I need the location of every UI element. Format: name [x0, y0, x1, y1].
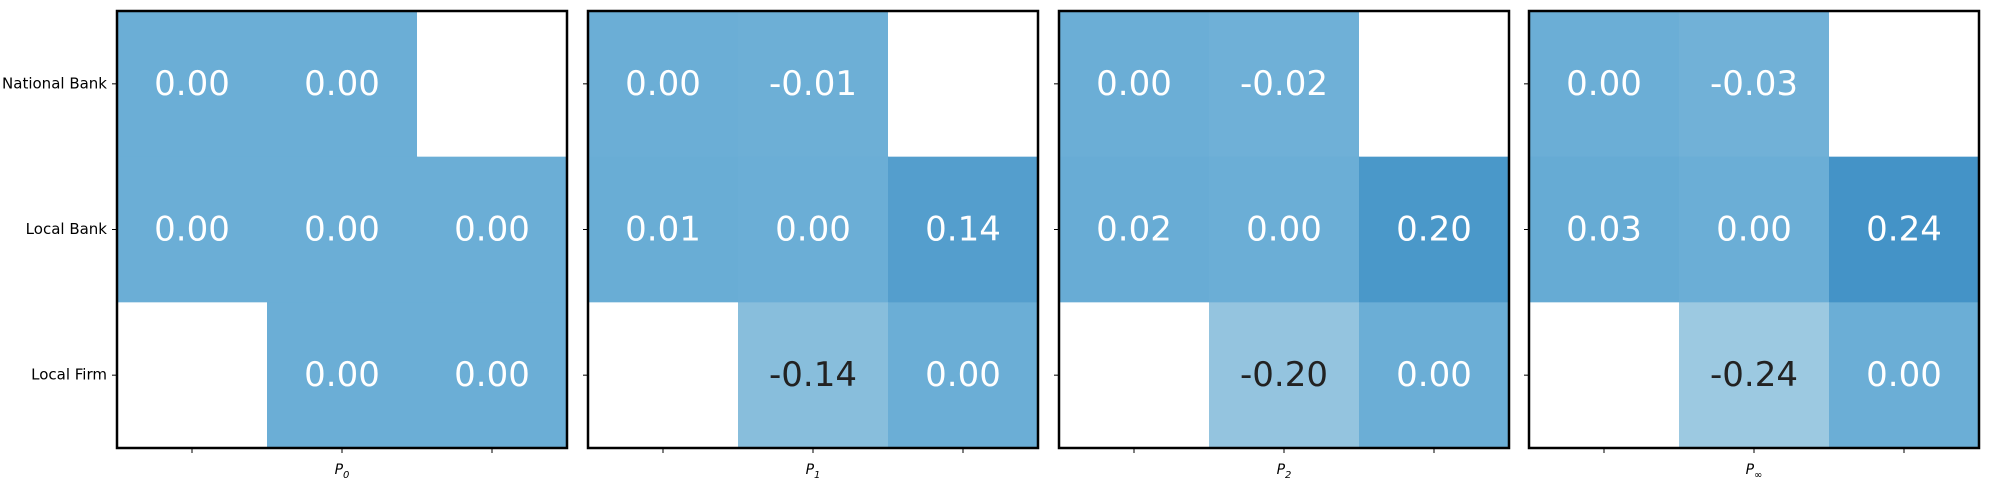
heatmap-panel: 0.00 -0.03 0.03 0.00 0.24 -0.24 0.00 P∞ — [1524, 9, 1981, 481]
row-label: National Bank — [2, 74, 107, 92]
heatmap-cell-empty — [588, 302, 738, 448]
heatmap-cell — [588, 156, 739, 303]
heatmap-cell — [1679, 302, 1830, 449]
heatmap-cell — [1209, 11, 1360, 158]
x-axis-label-base: P — [1277, 462, 1286, 478]
heatmap-cell — [1359, 156, 1510, 303]
cell-value-label: 0.00 — [1096, 64, 1172, 104]
heatmap-cell-empty — [1829, 11, 1979, 157]
cell-value-label: 0.00 — [1396, 355, 1472, 395]
x-axis-label-subscript: ∞ — [1754, 470, 1762, 481]
heatmap-cell — [1059, 156, 1210, 303]
cell-value-label: 0.20 — [1396, 210, 1472, 250]
cell-value-label: 0.00 — [454, 210, 530, 250]
heatmap-cell — [117, 11, 268, 158]
row-label: Local Firm — [31, 366, 107, 384]
heatmap-cell — [1679, 156, 1830, 303]
heatmap-cell — [267, 11, 418, 158]
cell-value-label: 0.00 — [1246, 210, 1322, 250]
cell-value-label: -0.24 — [1710, 355, 1798, 395]
cell-value-label: -0.01 — [769, 64, 857, 104]
cell-value-label: 0.00 — [154, 210, 230, 250]
heatmap-cell — [417, 302, 568, 449]
cell-value-label: 0.14 — [925, 210, 1001, 250]
heatmap-cell — [888, 302, 1039, 449]
heatmap-cell — [738, 156, 889, 303]
x-axis-label-base: P — [806, 462, 815, 478]
cell-value-label: 0.00 — [775, 210, 851, 250]
heatmap-panel: 0.00 -0.01 0.01 0.00 0.14 -0.14 0.00 P1 — [583, 9, 1040, 481]
heatmap-cell-empty — [1359, 11, 1509, 157]
cell-value-label: 0.00 — [304, 64, 380, 104]
heatmap-cell — [888, 156, 1039, 303]
cell-value-label: 0.00 — [304, 210, 380, 250]
x-axis-label-subscript: 2 — [1285, 470, 1291, 481]
heatmap-cell-empty — [117, 302, 267, 448]
heatmap-cell — [1529, 11, 1680, 158]
heatmap-cell — [117, 156, 268, 303]
cell-value-label: 0.01 — [625, 210, 701, 250]
cell-value-label: 0.00 — [925, 355, 1001, 395]
cell-value-label: -0.14 — [769, 355, 857, 395]
heatmap-cell — [1829, 156, 1980, 303]
heatmap-cell-empty — [888, 11, 1038, 157]
cell-value-label: 0.00 — [1566, 64, 1642, 104]
cell-value-label: 0.00 — [625, 64, 701, 104]
heatmap-cell — [588, 11, 739, 158]
heatmap-cell — [1529, 156, 1680, 303]
cell-value-label: -0.02 — [1240, 64, 1328, 104]
heatmap-cell-empty — [1059, 302, 1209, 448]
x-axis-label-subscript: 1 — [814, 470, 820, 481]
x-axis-label: P1 — [806, 462, 821, 481]
heatmap-panel: 0.00 0.00 0.00 0.00 0.00 0.00 0.00 P0 — [112, 9, 569, 481]
x-axis-label: P∞ — [1746, 462, 1763, 481]
x-axis-label: P2 — [1277, 462, 1292, 481]
cell-value-label: 0.00 — [1866, 355, 1942, 395]
heatmap-cell-empty — [417, 11, 567, 157]
heatmap-cell — [1209, 302, 1360, 449]
heatmap-cell — [1359, 302, 1510, 449]
heatmap-cell — [738, 302, 889, 449]
heatmap-cell — [417, 156, 568, 303]
heatmap-panel: 0.00 -0.02 0.02 0.00 0.20 -0.20 0.00 P2 — [1054, 9, 1511, 481]
heatmap-cell — [1679, 11, 1830, 158]
heatmap-cell — [267, 156, 418, 303]
heatmap-cell — [1059, 11, 1210, 158]
heatmap-cell — [1829, 302, 1980, 449]
cell-value-label: 0.00 — [1716, 210, 1792, 250]
cell-value-label: -0.03 — [1710, 64, 1798, 104]
heatmap-cell — [267, 302, 418, 449]
x-axis-label-base: P — [335, 462, 344, 478]
heatmap-cell-empty — [1529, 302, 1679, 448]
x-axis-label-base: P — [1746, 462, 1755, 478]
cell-value-label: -0.20 — [1240, 355, 1328, 395]
row-label: Local Bank — [26, 220, 108, 238]
cell-value-label: 0.02 — [1096, 210, 1172, 250]
cell-value-label: 0.24 — [1866, 210, 1942, 250]
cell-value-label: 0.00 — [304, 355, 380, 395]
x-axis-label-subscript: 0 — [343, 470, 349, 481]
heatmap-cell — [738, 11, 889, 158]
cell-value-label: 0.03 — [1566, 210, 1642, 250]
heatmap-cell — [1209, 156, 1360, 303]
cell-value-label: 0.00 — [154, 64, 230, 104]
cell-value-label: 0.00 — [454, 355, 530, 395]
x-axis-label: P0 — [335, 462, 350, 481]
